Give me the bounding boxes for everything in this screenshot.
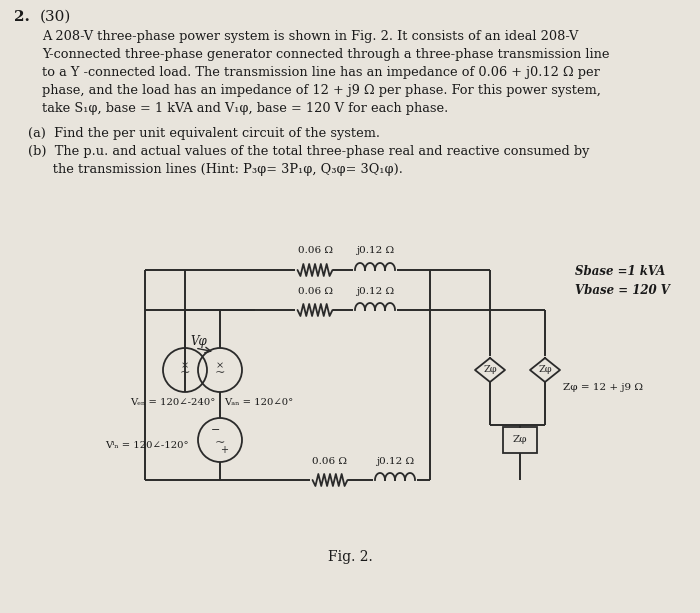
- Text: 0.06 Ω: 0.06 Ω: [298, 246, 332, 255]
- Text: Vⁱₙ = 120∠-120°: Vⁱₙ = 120∠-120°: [105, 441, 188, 449]
- Text: (a)  Find the per unit equivalent circuit of the system.: (a) Find the per unit equivalent circuit…: [28, 127, 380, 140]
- Text: Y-connected three-phase generator connected through a three-phase transmission l: Y-connected three-phase generator connec…: [42, 48, 610, 61]
- Text: (30): (30): [40, 10, 71, 24]
- Text: Vₑₙ = 120∠-240°: Vₑₙ = 120∠-240°: [130, 398, 216, 407]
- Text: the transmission lines (Hint: P₃φ= 3P₁φ, Q₃φ= 3Q₁φ).: the transmission lines (Hint: P₃φ= 3P₁φ,…: [28, 163, 403, 176]
- Text: Vφ: Vφ: [190, 335, 206, 349]
- Text: Zφ: Zφ: [483, 365, 497, 375]
- Text: (b)  The p.u. and actual values of the total three-phase real and reactive consu: (b) The p.u. and actual values of the to…: [28, 145, 589, 158]
- Text: ~: ~: [215, 367, 225, 379]
- Text: j0.12 Ω: j0.12 Ω: [356, 246, 394, 255]
- Bar: [503, 427, 537, 453]
- Text: A 208-V three-phase power system is shown in Fig. 2. It consists of an ideal 208: A 208-V three-phase power system is show…: [42, 30, 578, 43]
- Text: +: +: [220, 445, 228, 455]
- Text: Vₐₙ = 120∠0°: Vₐₙ = 120∠0°: [224, 398, 293, 407]
- Text: Sbase =1 kVA: Sbase =1 kVA: [575, 265, 665, 278]
- Text: Vbase = 120 V: Vbase = 120 V: [575, 284, 670, 297]
- Text: ~: ~: [180, 367, 190, 379]
- Text: Zφ = 12 + j9 Ω: Zφ = 12 + j9 Ω: [563, 384, 643, 392]
- Text: j0.12 Ω: j0.12 Ω: [376, 457, 414, 466]
- Text: 0.06 Ω: 0.06 Ω: [298, 287, 332, 296]
- Text: −: −: [211, 425, 220, 435]
- Text: ×: ×: [181, 362, 189, 370]
- Text: to a Y -connected load. The transmission line has an impedance of 0.06 + j0.12 Ω: to a Y -connected load. The transmission…: [42, 66, 600, 79]
- Text: Zφ: Zφ: [512, 435, 527, 444]
- Text: j0.12 Ω: j0.12 Ω: [356, 287, 394, 296]
- Text: 0.06 Ω: 0.06 Ω: [312, 457, 347, 466]
- Text: ~: ~: [215, 436, 225, 449]
- Text: 2.: 2.: [14, 10, 30, 24]
- Text: take S₁φ, base = 1 kVA and V₁φ, base = 120 V for each phase.: take S₁φ, base = 1 kVA and V₁φ, base = 1…: [42, 102, 448, 115]
- Text: Zφ: Zφ: [538, 365, 552, 375]
- Text: Fig. 2.: Fig. 2.: [328, 550, 372, 564]
- Text: ×: ×: [216, 362, 224, 370]
- Text: phase, and the load has an impedance of 12 + j9 Ω per phase. For this power syst: phase, and the load has an impedance of …: [42, 84, 601, 97]
